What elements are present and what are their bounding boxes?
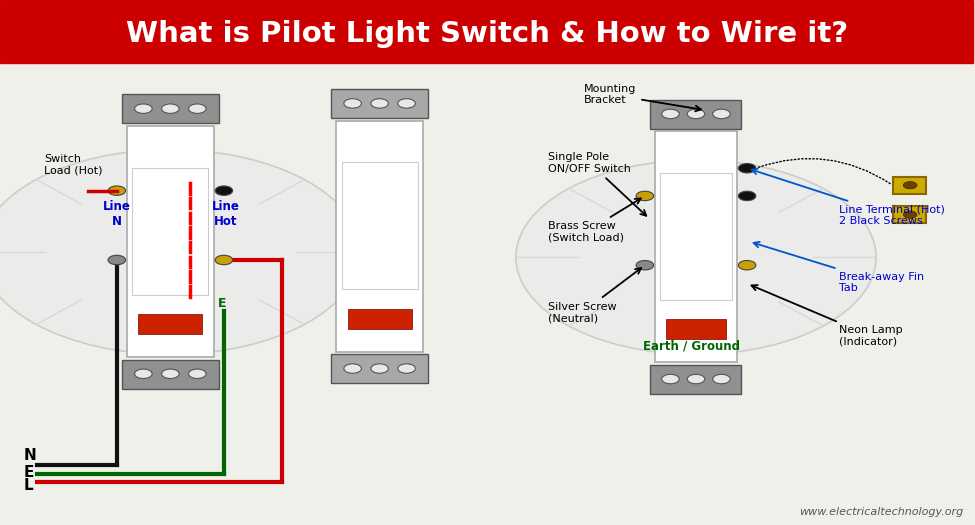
Circle shape <box>135 369 152 379</box>
Bar <box>654 131 737 362</box>
Circle shape <box>108 186 126 195</box>
Circle shape <box>713 109 730 119</box>
Bar <box>650 365 742 394</box>
Circle shape <box>0 150 360 354</box>
Circle shape <box>344 99 362 108</box>
Circle shape <box>162 369 179 379</box>
Text: www.electricaltechnology.org: www.electricaltechnology.org <box>800 507 963 517</box>
Circle shape <box>370 99 388 108</box>
Circle shape <box>516 160 877 354</box>
Bar <box>332 89 428 118</box>
Circle shape <box>713 374 730 384</box>
Circle shape <box>738 163 756 173</box>
Circle shape <box>162 104 179 113</box>
Bar <box>332 354 428 383</box>
Text: E: E <box>217 297 226 310</box>
Circle shape <box>108 255 126 265</box>
Circle shape <box>687 109 705 119</box>
Circle shape <box>398 99 415 108</box>
Bar <box>138 314 203 334</box>
Circle shape <box>636 260 653 270</box>
Text: Switch
Load (Hot): Switch Load (Hot) <box>44 154 102 176</box>
Text: Earth / Ground: Earth / Ground <box>643 340 740 353</box>
Circle shape <box>215 255 233 265</box>
Text: Silver Screw
(Neutral): Silver Screw (Neutral) <box>548 268 641 323</box>
Circle shape <box>738 191 756 201</box>
Bar <box>660 173 731 300</box>
Text: Line Terminal (Hot)
2 Black Screws: Line Terminal (Hot) 2 Black Screws <box>752 169 945 226</box>
Circle shape <box>636 191 653 201</box>
Bar <box>347 309 411 329</box>
Bar <box>133 167 209 295</box>
Bar <box>666 319 725 339</box>
Text: E: E <box>23 465 34 480</box>
Circle shape <box>662 374 680 384</box>
Circle shape <box>344 364 362 373</box>
Text: Mounting
Bracket: Mounting Bracket <box>584 83 701 111</box>
Bar <box>341 162 417 289</box>
Circle shape <box>687 374 705 384</box>
Text: What is Pilot Light Switch & How to Wire it?: What is Pilot Light Switch & How to Wire… <box>126 20 848 48</box>
Bar <box>122 94 218 123</box>
Text: Line
N: Line N <box>103 201 131 228</box>
Circle shape <box>188 104 206 113</box>
Circle shape <box>738 260 756 270</box>
Circle shape <box>398 364 415 373</box>
Circle shape <box>370 364 388 373</box>
Bar <box>892 206 925 223</box>
Bar <box>0 0 973 63</box>
Text: Single Pole
ON/OFF Switch: Single Pole ON/OFF Switch <box>548 152 646 216</box>
Circle shape <box>903 211 916 218</box>
Bar <box>127 126 214 357</box>
Text: Brass Screw
(Switch Load): Brass Screw (Switch Load) <box>548 198 641 243</box>
Circle shape <box>188 369 206 379</box>
Circle shape <box>135 104 152 113</box>
Text: L: L <box>23 478 33 493</box>
Text: Neon Lamp
(Indicator): Neon Lamp (Indicator) <box>752 285 903 347</box>
Bar <box>892 177 925 194</box>
Bar <box>650 100 742 129</box>
Bar <box>335 121 423 352</box>
Text: N: N <box>23 448 36 463</box>
Circle shape <box>903 182 916 189</box>
Text: Line
Hot: Line Hot <box>212 201 240 228</box>
Circle shape <box>662 109 680 119</box>
Bar <box>122 360 218 388</box>
Circle shape <box>215 186 233 195</box>
Text: Break-away Fin
Tab: Break-away Fin Tab <box>754 242 924 293</box>
